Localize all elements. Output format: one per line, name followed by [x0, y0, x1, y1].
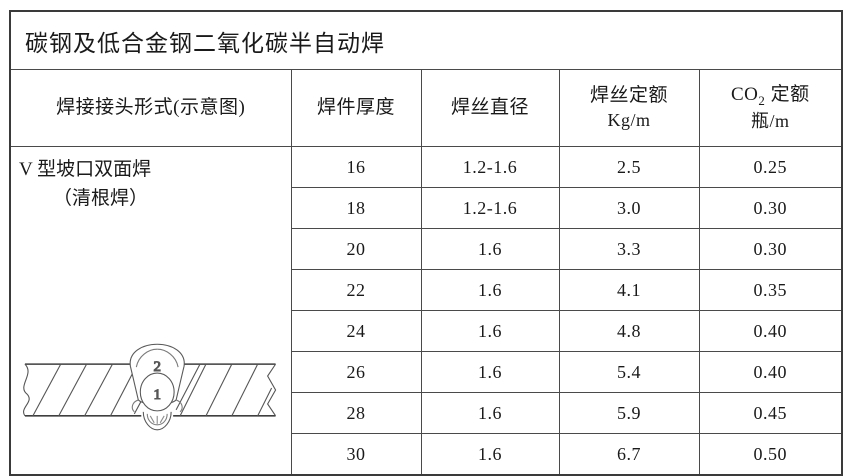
- cell-thickness: 28: [290, 392, 422, 434]
- cell-wire-diameter: 1.6: [420, 310, 560, 352]
- column-header-co2-suffix: 定额: [765, 84, 810, 106]
- column-header-wire-quota: 焊丝定额 Kg/m: [558, 69, 700, 147]
- table-row: 20 1.6 3.3 0.30: [10, 228, 843, 270]
- column-header-wire-quota-unit: Kg/m: [607, 109, 651, 130]
- column-header-wire-quota-label: 焊丝定额: [589, 85, 668, 107]
- column-header-joint-form: 焊接接头形式(示意图): [9, 69, 292, 147]
- cell-wire-quota: 3.0: [558, 187, 700, 229]
- cell-wire-quota: 2.5: [558, 146, 700, 188]
- cell-thickness: 24: [290, 310, 422, 352]
- table-row: V 型坡口双面焊 （清根焊）: [9, 146, 843, 476]
- cell-thickness: 16: [290, 146, 422, 188]
- column-header-co2-subscript: 2: [758, 93, 766, 109]
- cell-wire-diameter: 1.6: [420, 269, 560, 311]
- table-row: 18 1.2-1.6 3.0 0.30: [10, 187, 843, 229]
- cell-co2-quota: 0.30: [698, 228, 843, 270]
- table-row: 26 1.6 5.4 0.40: [10, 351, 843, 393]
- cell-wire-diameter: 1.6: [420, 228, 560, 270]
- cell-co2-quota: 0.35: [698, 269, 843, 311]
- weld-pass-label-1: 1: [153, 387, 160, 403]
- cell-co2-quota: 0.40: [698, 351, 843, 393]
- table-row: 28 1.6 5.9 0.45: [10, 392, 843, 434]
- cell-co2-quota: 0.45: [698, 392, 843, 434]
- column-header-co2-symbol: CO: [730, 84, 759, 106]
- cell-wire-diameter: 1.6: [420, 433, 560, 476]
- joint-description: V 型坡口双面焊 （清根焊）: [11, 147, 291, 213]
- table-header-row: 焊接接头形式(示意图) 焊件厚度 焊丝直径 焊丝定额 Kg/m CO2 定额 瓶…: [9, 69, 843, 147]
- cell-co2-quota: 0.40: [698, 310, 843, 352]
- cell-wire-diameter: 1.2-1.6: [420, 187, 560, 229]
- cell-wire-quota: 4.1: [558, 269, 700, 311]
- table-title-row: 碳钢及低合金钢二氧化碳半自动焊: [9, 10, 843, 70]
- joint-form-cell: V 型坡口双面焊 （清根焊）: [9, 146, 292, 476]
- table-row: 22 1.6 4.1 0.35: [10, 269, 843, 311]
- cell-wire-quota: 5.4: [558, 351, 700, 393]
- weld-pass-label-2: 2: [153, 359, 160, 375]
- cell-co2-quota: 0.30: [698, 187, 843, 229]
- cell-wire-quota: 3.3: [558, 228, 700, 270]
- cell-thickness: 20: [290, 228, 422, 270]
- cell-thickness: 26: [290, 351, 422, 393]
- cell-wire-quota: 5.9: [558, 392, 700, 434]
- joint-description-line1: V 型坡口双面焊: [19, 159, 152, 180]
- cell-co2-quota: 0.50: [698, 433, 843, 476]
- column-header-co2-quota: CO2 定额 瓶/m: [698, 69, 843, 147]
- cell-thickness: 30: [290, 433, 422, 476]
- cell-wire-diameter: 1.2-1.6: [420, 146, 560, 188]
- cell-thickness: 22: [290, 269, 422, 311]
- welding-spec-table: 碳钢及低合金钢二氧化碳半自动焊 焊接接头形式(示意图) 焊件厚度 焊丝直径 焊丝…: [9, 10, 844, 476]
- cell-thickness: 18: [290, 187, 422, 229]
- weld-cross-section-svg: 2 1: [23, 343, 277, 431]
- column-header-wire-diameter: 焊丝直径: [420, 69, 560, 147]
- page-title: 碳钢及低合金钢二氧化碳半自动焊: [9, 10, 843, 70]
- cell-wire-quota: 4.8: [558, 310, 700, 352]
- table-row: 24 1.6 4.8 0.40: [10, 310, 843, 352]
- cell-wire-diameter: 1.6: [420, 392, 560, 434]
- column-header-thickness: 焊件厚度: [290, 69, 422, 147]
- cell-co2-quota: 0.25: [698, 146, 843, 188]
- joint-description-line2: （清根焊）: [53, 187, 149, 209]
- table-row: 30 1.6 6.7 0.50: [10, 433, 843, 476]
- cell-wire-quota: 6.7: [558, 433, 700, 476]
- weld-joint-diagram: 2 1: [11, 304, 291, 474]
- cell-wire-diameter: 1.6: [420, 351, 560, 393]
- column-header-co2-quota-unit: 瓶/m: [751, 110, 790, 131]
